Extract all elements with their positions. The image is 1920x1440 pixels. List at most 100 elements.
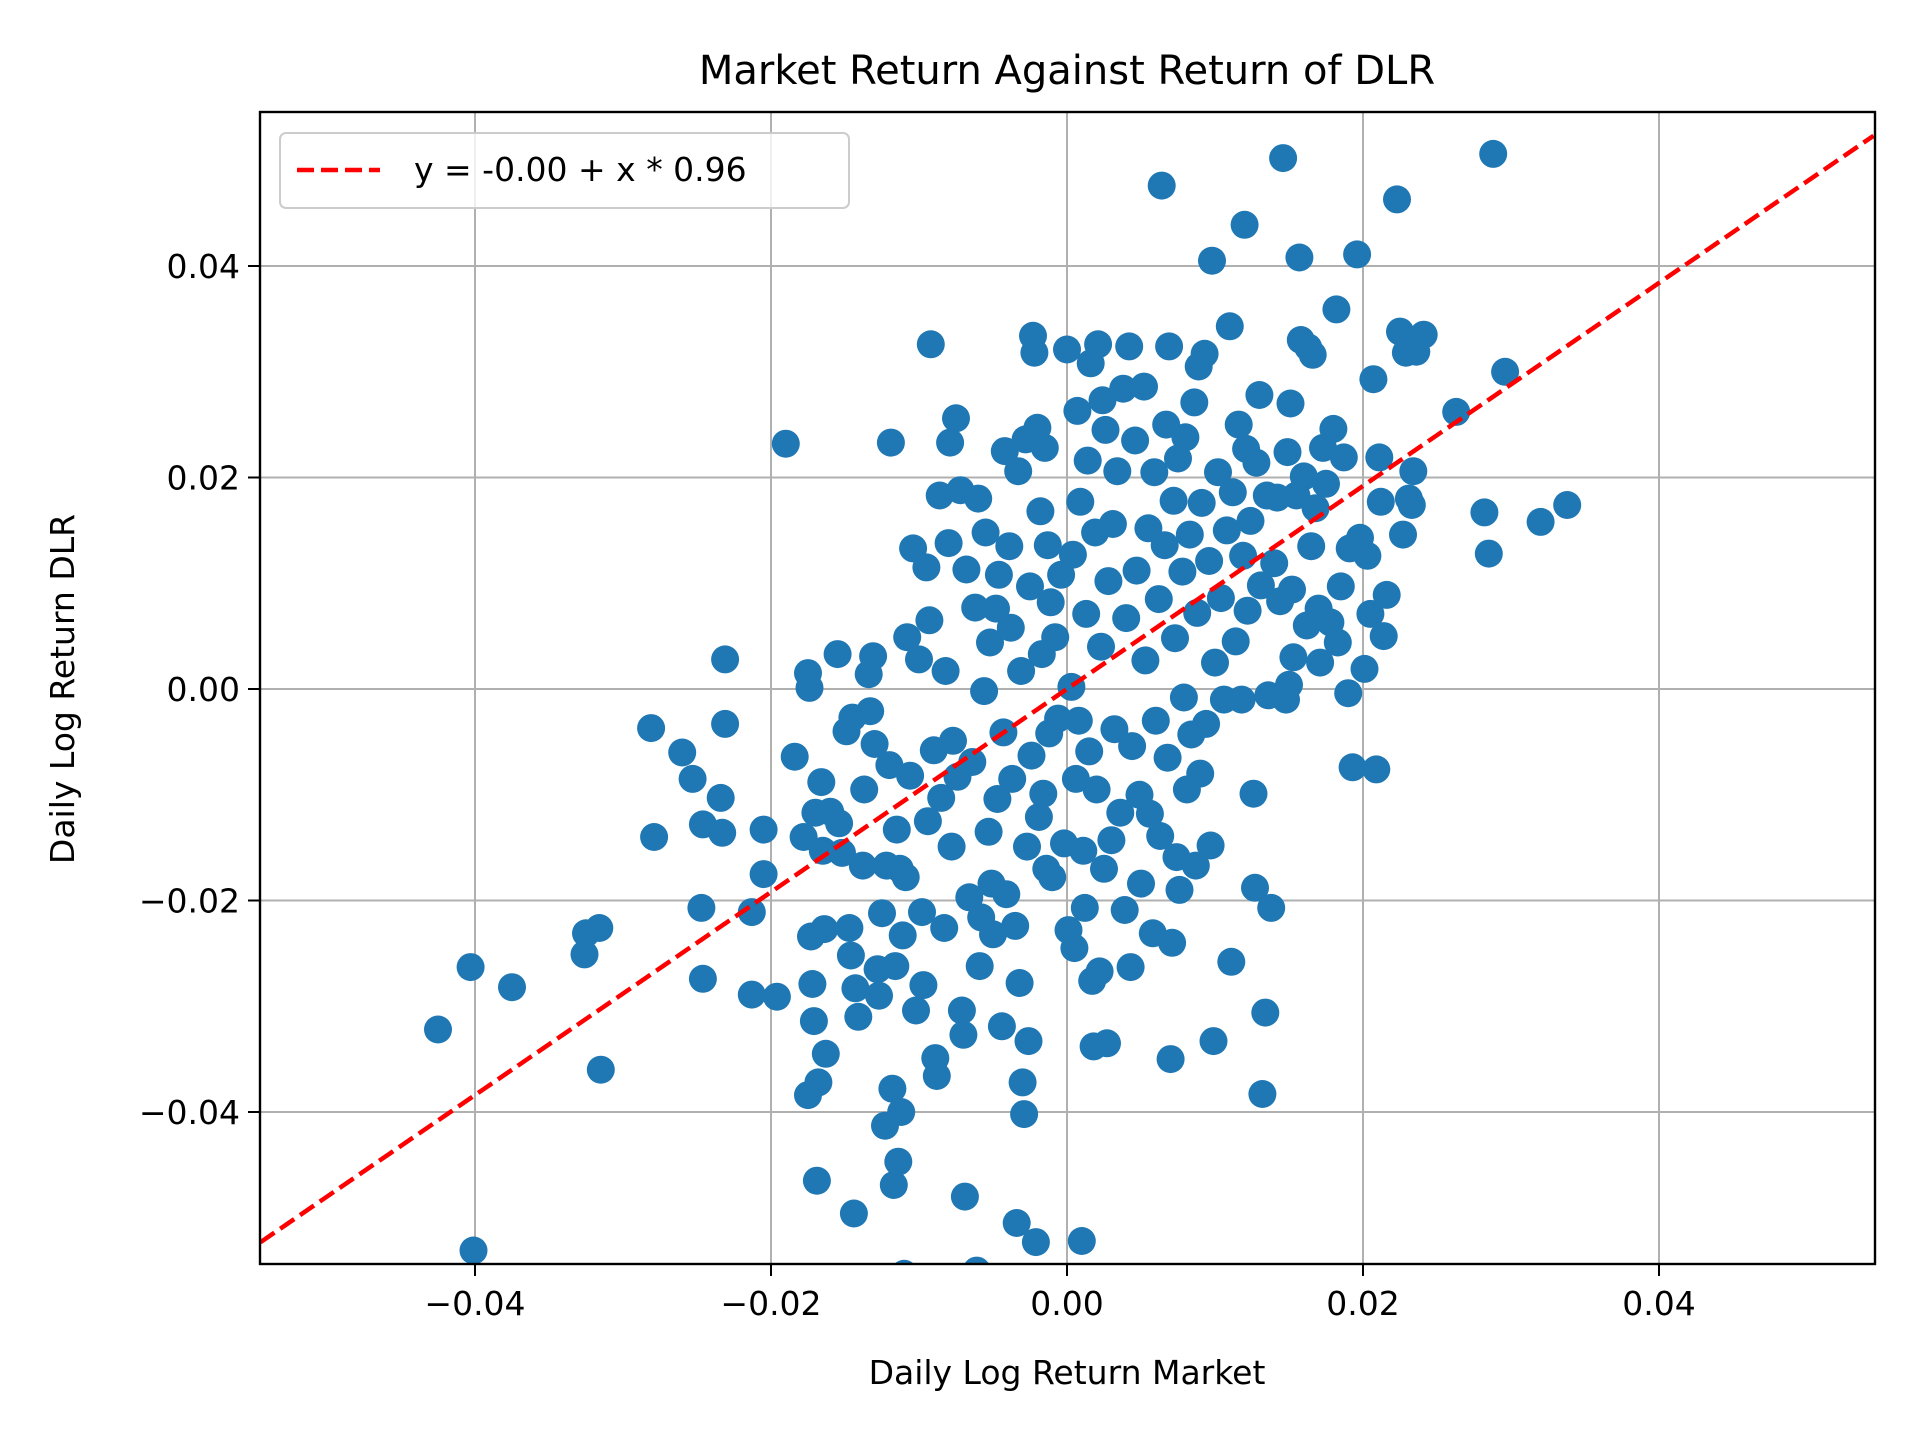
data-point	[1073, 446, 1102, 475]
data-point	[1215, 312, 1244, 341]
data-point	[1116, 953, 1145, 982]
data-point	[1236, 506, 1265, 535]
data-point	[875, 751, 904, 780]
data-point	[970, 677, 999, 706]
data-point	[749, 860, 778, 889]
data-point	[1069, 836, 1098, 865]
data-point	[887, 1098, 916, 1126]
data-point	[1067, 1227, 1096, 1255]
data-point	[1127, 869, 1155, 898]
data-point	[1233, 596, 1262, 625]
data-point	[706, 783, 735, 812]
data-point	[1014, 1027, 1043, 1056]
data-point	[1359, 365, 1388, 394]
data-point	[1103, 457, 1132, 486]
data-point	[1386, 317, 1414, 346]
data-point	[1064, 706, 1093, 735]
data-point	[1169, 683, 1198, 712]
data-point	[687, 893, 716, 922]
data-point	[939, 726, 967, 755]
x-tick-label: −0.04	[424, 1284, 525, 1323]
data-point	[640, 823, 669, 851]
data-point	[915, 606, 944, 635]
data-point	[1106, 798, 1135, 827]
data-point	[1033, 531, 1062, 560]
data-point	[990, 437, 1019, 466]
data-point	[860, 730, 889, 758]
data-point	[1285, 243, 1314, 272]
data-point	[841, 974, 870, 1003]
data-point	[1165, 875, 1194, 904]
data-point	[1044, 704, 1073, 733]
data-point	[1085, 957, 1114, 986]
y-axis-ticks: −0.04 −0.02 0.00 0.02 0.04	[139, 247, 260, 1132]
data-point	[1181, 851, 1210, 880]
data-point	[891, 863, 920, 892]
data-point	[1121, 426, 1150, 455]
data-point	[1251, 998, 1280, 1027]
data-point	[927, 783, 956, 812]
data-point	[1343, 240, 1372, 269]
y-tick-label: −0.02	[139, 882, 240, 921]
data-point	[1526, 507, 1555, 536]
data-point	[930, 914, 959, 942]
data-point	[1008, 1068, 1037, 1097]
data-point	[1278, 575, 1306, 604]
data-point	[1058, 540, 1087, 569]
data-point	[1198, 246, 1226, 275]
data-point	[1442, 397, 1471, 426]
data-point	[1026, 497, 1055, 526]
data-point	[896, 761, 925, 790]
data-point	[1491, 357, 1520, 386]
data-point	[1369, 622, 1398, 651]
data-point	[958, 748, 987, 776]
data-point	[844, 1002, 873, 1031]
data-point	[1013, 832, 1041, 861]
data-point	[810, 915, 839, 944]
data-point	[1021, 1228, 1050, 1257]
data-point	[1241, 873, 1269, 902]
data-point	[1196, 831, 1225, 860]
data-point	[992, 880, 1021, 909]
data-point	[711, 645, 740, 674]
data-point	[961, 593, 990, 622]
y-tick-label: 0.04	[167, 247, 240, 286]
data-point	[1030, 433, 1059, 462]
data-point	[1005, 969, 1034, 997]
plot-area: −0.04 −0.02 0.00 0.02 0.04 −0.04 −0.02 0.00 0.0…	[139, 110, 1877, 1323]
data-point	[1024, 803, 1053, 831]
data-point	[1245, 381, 1274, 409]
x-tick-label: 0.02	[1326, 1284, 1399, 1323]
data-point	[1082, 775, 1111, 804]
data-point	[950, 1182, 979, 1211]
data-point	[1389, 520, 1417, 549]
data-point	[835, 914, 864, 942]
data-point	[825, 809, 854, 838]
data-point	[964, 1256, 990, 1264]
data-point	[1312, 469, 1340, 498]
data-point	[1175, 520, 1204, 549]
data-point	[804, 1068, 833, 1097]
data-point	[839, 1199, 868, 1228]
data-point	[1090, 854, 1118, 883]
data-point	[965, 952, 994, 981]
data-point	[1372, 580, 1401, 609]
data-point	[749, 815, 778, 844]
data-point	[1004, 457, 1033, 486]
data-point	[912, 553, 941, 582]
data-point	[1183, 598, 1212, 627]
data-point	[1217, 947, 1246, 976]
data-point	[678, 764, 707, 793]
data-point	[1091, 415, 1120, 444]
data-point	[1338, 753, 1367, 782]
data-point	[1248, 1080, 1277, 1108]
data-point	[1224, 410, 1253, 439]
scatter-points	[424, 139, 1582, 1264]
data-point	[459, 1236, 488, 1264]
data-point	[1260, 549, 1289, 578]
legend-box	[279, 132, 850, 209]
data-point	[1399, 457, 1428, 486]
data-point	[1072, 599, 1101, 628]
data-point	[1168, 557, 1197, 586]
